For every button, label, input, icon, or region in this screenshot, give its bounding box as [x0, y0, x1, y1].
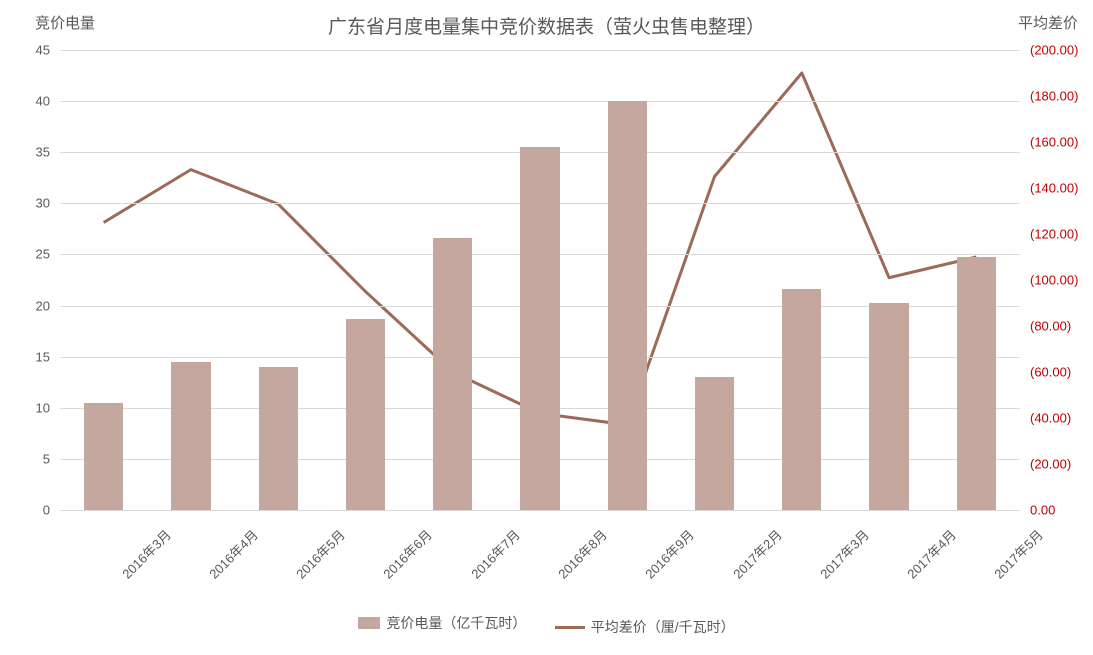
y1-tick-label: 30 — [36, 196, 50, 211]
bar — [433, 238, 472, 510]
x-tick-label: 2016年6月 — [379, 525, 436, 582]
y2-axis-title: 平均差价 — [1018, 12, 1078, 33]
y1-tick-label: 10 — [36, 400, 50, 415]
x-tick-label: 2017年2月 — [728, 525, 785, 582]
bar — [346, 319, 385, 510]
bar — [782, 289, 821, 510]
bar — [695, 377, 734, 510]
x-tick-label: 2016年4月 — [204, 525, 261, 582]
y1-tick-label: 20 — [36, 298, 50, 313]
y2-tick-label: (120.00) — [1030, 227, 1078, 242]
y2-tick-label: (140.00) — [1030, 181, 1078, 196]
chart-container: 竞价电量 广东省月度电量集中竞价数据表（萤火虫售电整理） 平均差价 051015… — [0, 0, 1093, 655]
legend-item-bars: 竞价电量（亿千瓦时） — [358, 613, 526, 633]
bar — [520, 147, 559, 510]
y2-tick-label: (20.00) — [1030, 457, 1071, 472]
y2-tick-label: (200.00) — [1030, 43, 1078, 58]
chart-title: 广东省月度电量集中竞价数据表（萤火虫售电整理） — [0, 12, 1093, 39]
y1-tick-label: 40 — [36, 94, 50, 109]
x-tick-label: 2017年5月 — [990, 525, 1047, 582]
y2-tick-label: (80.00) — [1030, 319, 1071, 334]
bar — [259, 367, 298, 510]
legend-swatch-bar — [358, 617, 380, 629]
bar — [957, 257, 996, 511]
legend: 竞价电量（亿千瓦时） 平均差价（厘/千瓦时） — [0, 613, 1093, 638]
legend-label-line: 平均差价（厘/千瓦时） — [591, 617, 735, 637]
y2-tick-label: (60.00) — [1030, 365, 1071, 380]
legend-swatch-line — [555, 626, 585, 629]
y1-tick-label: 25 — [36, 247, 50, 262]
y1-tick-label: 45 — [36, 43, 50, 58]
bar — [869, 303, 908, 511]
bar — [84, 403, 123, 510]
y2-tick-label: (100.00) — [1030, 273, 1078, 288]
legend-label-bars: 竞价电量（亿千瓦时） — [386, 613, 526, 633]
x-tick-label: 2017年4月 — [902, 525, 959, 582]
gridline — [60, 50, 1020, 51]
bar — [171, 362, 210, 510]
y1-tick-label: 0 — [43, 503, 50, 518]
title-row: 竞价电量 广东省月度电量集中竞价数据表（萤火虫售电整理） 平均差价 — [0, 12, 1093, 42]
y1-tick-label: 15 — [36, 349, 50, 364]
x-tick-label: 2016年3月 — [117, 525, 174, 582]
x-tick-label: 2017年3月 — [815, 525, 872, 582]
x-tick-label: 2016年9月 — [640, 525, 697, 582]
y1-tick-label: 35 — [36, 145, 50, 160]
legend-item-line: 平均差价（厘/千瓦时） — [555, 617, 735, 637]
y2-tick-label: 0.00 — [1030, 503, 1055, 518]
plot-area: 0510152025303540450.00(20.00)(40.00)(60.… — [60, 50, 1020, 510]
x-tick-label: 2016年8月 — [553, 525, 610, 582]
gridline — [60, 510, 1020, 511]
bar — [608, 101, 647, 510]
gridline — [60, 101, 1020, 102]
y2-tick-label: (180.00) — [1030, 89, 1078, 104]
y1-tick-label: 5 — [43, 451, 50, 466]
x-tick-label: 2016年7月 — [466, 525, 523, 582]
y2-tick-label: (160.00) — [1030, 135, 1078, 150]
y2-tick-label: (40.00) — [1030, 411, 1071, 426]
x-tick-label: 2016年5月 — [291, 525, 348, 582]
